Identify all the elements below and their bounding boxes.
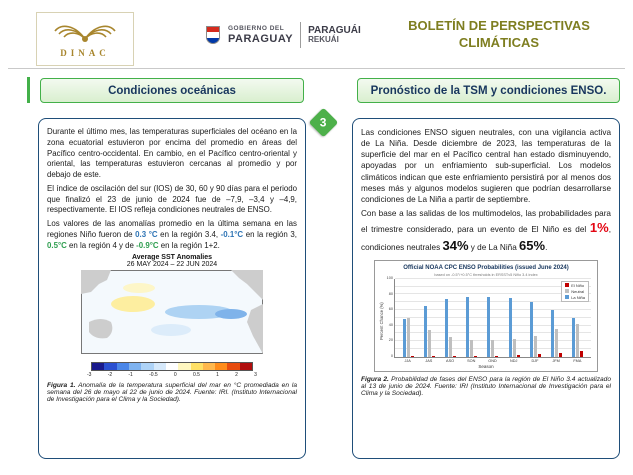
bar-el-niño-JJA xyxy=(411,356,415,357)
bar-neutral-SON xyxy=(470,339,474,357)
left-green-accent xyxy=(27,77,30,103)
bar-neutral-DJF xyxy=(533,335,537,357)
rekuai-line1: PARAGUÁI xyxy=(308,25,361,37)
bulletin-title-line2: CLIMÁTICAS xyxy=(458,34,540,50)
chart-legend: El Niño Neutral La Niña xyxy=(561,280,589,302)
figure1-caption: Figura 1. Anomalía de la temperatura sup… xyxy=(47,382,297,404)
figure1-sst-anomalies: Average SST Anomalies 26 MAY 2024 – 22 J… xyxy=(47,254,297,378)
bar-el-niño-JAS xyxy=(432,356,436,357)
chart-title: Official NOAA CPC ENSO Probabilities (is… xyxy=(403,264,569,271)
bar-la-niña-JAS xyxy=(424,306,428,357)
page-number-badge: 3 xyxy=(308,107,339,138)
chart-body: Percent Chance (%) 0 20 40 60 80 100 JJA JAS AS… xyxy=(379,276,593,363)
bar-neutral-ASO xyxy=(449,337,453,357)
header-divider xyxy=(8,68,625,69)
bar-el-niño-FMA xyxy=(579,350,583,357)
bar-la-niña-DJF xyxy=(529,302,533,357)
figure2-enso-probabilities: Official NOAA CPC ENSO Probabilities (is… xyxy=(374,259,598,372)
bar-group-ASO xyxy=(445,279,457,357)
bar-group-FMA xyxy=(571,279,583,357)
section-title-ocean-conditions: Condiciones oceánicas xyxy=(40,78,304,103)
ocean-paragraph-1: Durante el último mes, las temperaturas … xyxy=(47,127,297,179)
bar-neutral-JJA xyxy=(407,317,411,357)
bar-group-OND xyxy=(487,279,499,357)
enso-yticks: 0 20 40 60 80 100 xyxy=(386,275,393,358)
bar-el-niño-JFM xyxy=(558,352,562,357)
page-number: 3 xyxy=(320,115,327,130)
bar-el-niño-OND xyxy=(495,356,499,357)
forecast-paragraph-1: Las condiciones ENSO siguen neutrales, c… xyxy=(361,128,611,204)
bar-el-niño-ASO xyxy=(453,356,457,357)
bar-group-NDJ xyxy=(508,279,520,357)
figure2-caption: Figura 2. Probabilidad de fases del ENSO… xyxy=(361,375,611,397)
bar-la-niña-ASO xyxy=(445,299,449,357)
bar-neutral-OND xyxy=(491,339,495,357)
bulletin-title-line1: BOLETÍN DE PERSPECTIVAS xyxy=(408,18,590,33)
rekuai-wordmark: PARAGUÁI REKUÁI xyxy=(308,25,361,45)
ocean-paragraph-2: El índice de oscilación del sur (IOS) de… xyxy=(47,183,297,215)
bar-group-DJF xyxy=(529,279,541,357)
bar-el-niño-SON xyxy=(474,356,478,357)
bar-group-JJA xyxy=(403,279,415,357)
bar-neutral-NDJ xyxy=(512,338,516,357)
chart-plot-outer: 0 20 40 60 80 100 JJA JAS ASO SON OND NDJ DJF JFM FMA… xyxy=(387,276,591,363)
enso-forecast-box: Las condiciones ENSO siguen neutrales, c… xyxy=(352,118,620,459)
bar-la-niña-FMA xyxy=(571,317,575,357)
gobierno-line1: GOBIERNO DEL xyxy=(228,25,285,33)
bar-el-niño-DJF xyxy=(537,354,541,357)
chart-note: based on -0.5°/+0.5°C thresholds in ERSS… xyxy=(434,272,538,277)
logo-divider xyxy=(300,22,302,48)
ocean-paragraph-3: Los valores de las anomalías promedio en… xyxy=(47,219,298,250)
figure1-subtitle: 26 MAY 2024 – 22 JUN 2024 xyxy=(126,261,218,269)
chart-y-axis-label: Percent Chance (%) xyxy=(379,301,384,340)
colorbar xyxy=(91,362,253,372)
bar-neutral-FMA xyxy=(575,324,579,357)
bar-la-niña-OND xyxy=(487,296,491,357)
section-title-tsm-enso-forecast: Pronóstico de la TSM y condiciones ENSO. xyxy=(357,78,620,103)
gobierno-logo: GOBIERNO DEL PARAGUAY PARAGUÁI REKUÁI xyxy=(205,22,361,48)
gobierno-wordmark: GOBIERNO DEL PARAGUAY xyxy=(228,25,293,44)
bar-la-niña-JJA xyxy=(403,318,407,357)
bar-el-niño-NDJ xyxy=(516,355,520,357)
figure1-title: Average SST Anomalies xyxy=(131,254,212,262)
forecast-paragraph-2: Con base a las salidas de los multimodel… xyxy=(361,209,611,253)
bar-neutral-JFM xyxy=(554,329,558,357)
enso-xlabels: JJA JAS ASO SON OND NDJ DJF JFM FMA xyxy=(404,358,582,363)
bar-neutral-JAS xyxy=(428,330,432,357)
bar-group-JAS xyxy=(424,279,436,357)
bar-la-niña-NDJ xyxy=(508,298,512,357)
bulletin-title: BOLETÍN DE PERSPECTIVAS CLIMÁTICAS xyxy=(379,18,619,52)
paraguay-shield-icon xyxy=(205,26,221,45)
rekuai-line2: REKUÁI xyxy=(308,35,339,45)
bar-la-niña-JFM xyxy=(550,309,554,357)
colorbar-labels: -3 -2 -1 -0.5 0 0.5 1 2 3 xyxy=(87,372,257,379)
enso-plot: 0 20 40 60 80 100 xyxy=(387,276,591,358)
gobierno-line2: PARAGUAY xyxy=(228,32,294,45)
dinac-wings-icon xyxy=(54,25,116,42)
dinac-label: DINAC xyxy=(60,47,110,58)
bar-la-niña-SON xyxy=(466,296,470,357)
sst-anomaly-map xyxy=(81,270,263,355)
dinac-logo-box: DINAC xyxy=(36,12,134,66)
chart-x-axis-label: Season xyxy=(478,363,494,369)
bar-group-JFM xyxy=(550,279,562,357)
bar-group-SON xyxy=(466,279,478,357)
ocean-conditions-box: Durante el último mes, las temperaturas … xyxy=(38,118,306,459)
